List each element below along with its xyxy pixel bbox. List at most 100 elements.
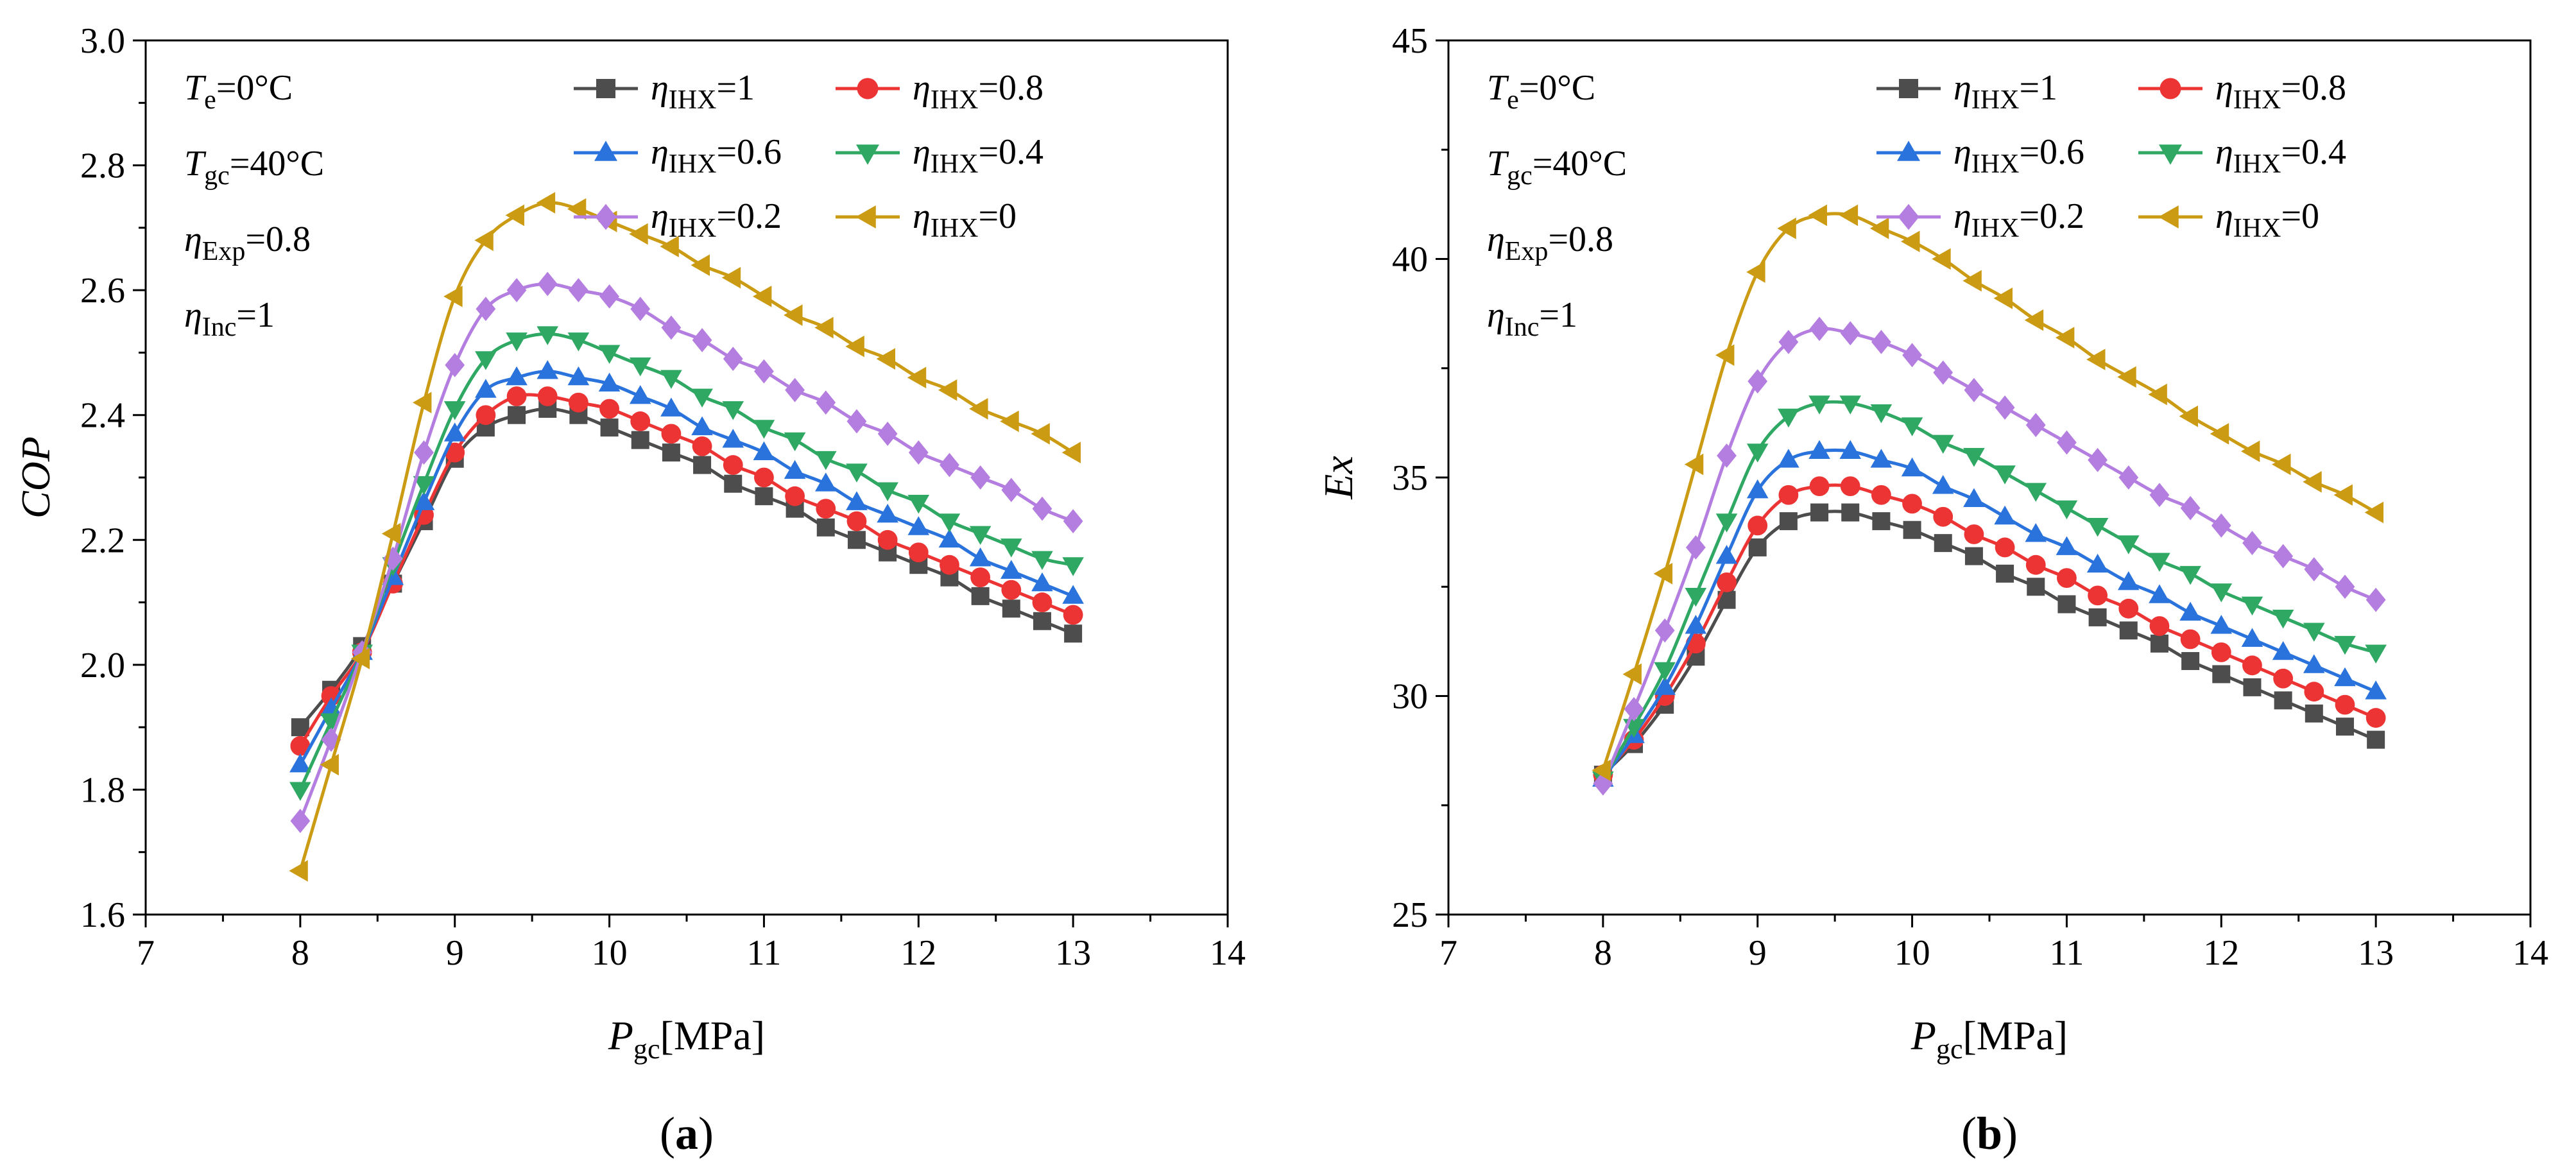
data-point — [662, 443, 680, 462]
data-point — [1809, 316, 1830, 341]
y-tick-label: 2.4 — [80, 396, 125, 436]
data-point — [907, 516, 930, 535]
data-point — [1903, 520, 1921, 539]
data-point — [2273, 544, 2294, 569]
data-point — [1932, 248, 1951, 270]
data-point — [938, 528, 961, 548]
data-point — [2212, 665, 2231, 684]
series-line — [298, 282, 1074, 821]
data-point — [2241, 596, 2263, 615]
data-point — [1901, 457, 1923, 477]
data-point — [2272, 453, 2291, 476]
data-point — [2272, 641, 2294, 660]
legend-label: ηIHX=0.4 — [2215, 132, 2346, 179]
series-1 — [290, 386, 1083, 756]
data-point — [940, 555, 959, 575]
data-point — [1872, 512, 1891, 531]
data-point — [569, 278, 588, 303]
data-point — [785, 377, 805, 402]
data-point — [1717, 443, 1737, 468]
data-point — [2335, 694, 2355, 715]
legend-label: ηIHX=0.2 — [1953, 196, 2084, 243]
data-point — [847, 531, 866, 549]
data-point — [2241, 628, 2263, 647]
data-point — [1061, 442, 1081, 463]
x-tick-label: 9 — [446, 933, 464, 973]
data-point — [2119, 621, 2138, 640]
data-point — [2364, 501, 2384, 524]
data-point — [1653, 563, 1673, 585]
y-tick-label: 30 — [1392, 677, 1428, 717]
data-point — [1839, 395, 1862, 415]
data-point — [2242, 655, 2262, 676]
y-tick-label: 2.6 — [80, 271, 125, 311]
data-point — [1031, 572, 1053, 592]
data-point — [2181, 652, 2200, 671]
series-line — [1601, 400, 2376, 780]
series-4 — [1593, 316, 2386, 796]
data-point — [2303, 654, 2325, 673]
data-point — [846, 463, 868, 483]
data-point — [2118, 465, 2139, 490]
data-point — [721, 266, 741, 289]
data-point — [476, 297, 496, 322]
data-point — [1654, 662, 1676, 682]
data-point — [629, 385, 651, 404]
legend-label: ηIHX=0.8 — [2215, 68, 2346, 115]
legend-item: ηIHX=0 — [836, 196, 1017, 243]
series-2 — [289, 360, 1084, 773]
data-point — [1964, 547, 1983, 565]
data-point — [784, 432, 806, 452]
x-tick-label: 10 — [592, 933, 628, 973]
data-point — [599, 399, 619, 419]
data-point — [1934, 534, 1952, 553]
condition-label: Tgc=40°C — [184, 144, 324, 191]
legend-item: ηIHX=0.6 — [574, 132, 782, 179]
data-point — [2303, 623, 2325, 642]
data-point — [1031, 423, 1050, 445]
data-point — [1624, 697, 1644, 721]
data-point — [2305, 704, 2323, 723]
data-point — [2335, 718, 2354, 736]
data-point — [569, 392, 588, 413]
data-point — [506, 332, 528, 352]
data-point — [443, 286, 463, 307]
data-point — [1902, 494, 1922, 514]
data-point — [938, 513, 961, 533]
data-point — [785, 486, 805, 506]
x-tick-label: 8 — [1594, 933, 1612, 973]
data-point — [1746, 261, 1765, 283]
x-tick-label: 7 — [137, 933, 155, 973]
data-point — [755, 487, 773, 506]
data-point — [970, 465, 991, 490]
data-point — [1031, 551, 1053, 570]
x-tick-label: 12 — [900, 933, 936, 973]
data-point — [661, 424, 682, 444]
data-point — [1901, 230, 1920, 253]
data-point — [1809, 476, 1830, 497]
data-point — [1840, 476, 1860, 497]
data-point — [876, 348, 896, 370]
data-point — [2027, 578, 2045, 596]
data-point — [877, 503, 898, 523]
data-point — [445, 352, 465, 377]
data-point — [630, 411, 651, 431]
data-point — [1871, 329, 1891, 354]
data-point — [2334, 635, 2356, 655]
data-point — [2056, 536, 2078, 555]
data-point — [631, 431, 649, 449]
data-point — [846, 511, 867, 531]
y-tick-label: 1.6 — [80, 895, 125, 935]
data-point — [691, 388, 713, 408]
x-tick-label: 11 — [2049, 933, 2084, 973]
data-point — [1996, 564, 2014, 583]
data-point — [2149, 584, 2170, 603]
data-point — [2179, 601, 2201, 621]
data-point — [691, 254, 710, 277]
data-point — [321, 727, 341, 752]
data-point — [754, 359, 774, 384]
series-line — [1601, 483, 2377, 776]
legend-marker — [857, 78, 879, 99]
data-point — [1746, 479, 1769, 499]
x-tick-label: 12 — [2203, 933, 2239, 973]
